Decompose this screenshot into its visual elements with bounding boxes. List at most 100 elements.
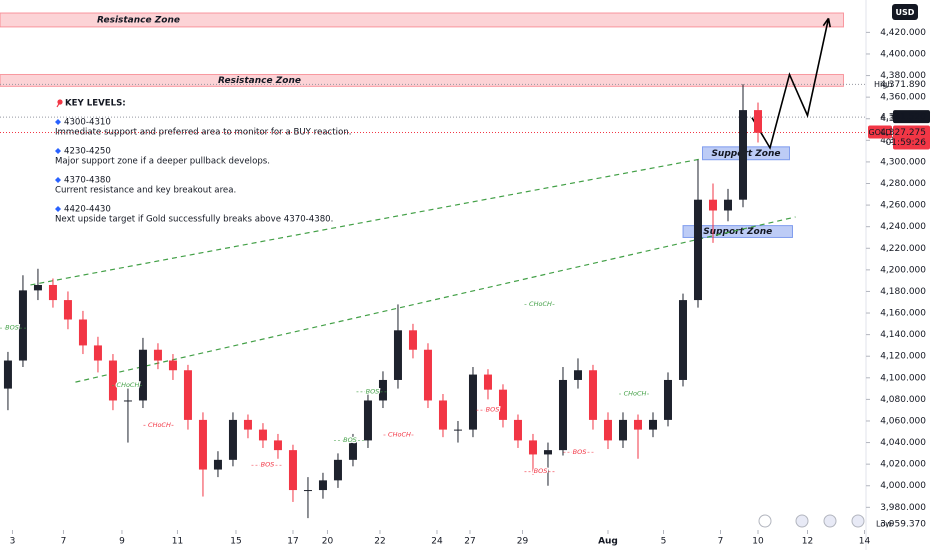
- symbol: GOLD: [868, 128, 891, 137]
- candle-body: [513, 419, 522, 441]
- x-tick-label: 7: [61, 537, 67, 547]
- candle-body: [573, 370, 582, 380]
- candle-body: [348, 440, 357, 460]
- y-tick-label: 4,380.000: [880, 71, 926, 81]
- x-tick-label: 10: [752, 537, 764, 547]
- structure-label: BOS: [261, 461, 275, 469]
- candle-body: [18, 290, 27, 361]
- x-tick-label: 3: [10, 537, 16, 547]
- y-tick-label: 4,160.000: [880, 309, 926, 319]
- price-box: [893, 125, 930, 150]
- candle-body: [108, 360, 117, 401]
- candle-body: [738, 110, 747, 200]
- y-tick-label: 4,400.000: [880, 49, 926, 59]
- last-high-price: 4,341.520: [880, 113, 926, 123]
- candle-body: [453, 429, 462, 431]
- candle-body: [723, 199, 732, 211]
- projection-path: [751, 18, 830, 150]
- structure-label: CHoCH: [117, 381, 140, 389]
- candle-body: [378, 379, 387, 401]
- low-label: Low: [876, 520, 892, 529]
- candle-body: [48, 284, 57, 301]
- key-level-range: 4420-4430: [64, 205, 111, 215]
- key-level-range: 4370-4380: [64, 176, 111, 186]
- zone: [0, 12, 844, 28]
- candle-body: [633, 419, 642, 430]
- key-level-text: Next upside target if Gold successfully …: [55, 215, 333, 225]
- event-icon[interactable]: [851, 514, 865, 528]
- high-price: 4,371.890: [880, 80, 926, 90]
- candle-body: [93, 345, 102, 361]
- zone-label: Resistance Zone: [218, 76, 301, 86]
- candle-body: [423, 349, 432, 401]
- y-tick-label: 4,060.000: [880, 416, 926, 426]
- key-level-text: Current resistance and key breakout area…: [55, 186, 236, 196]
- y-tick-label: 4,200.000: [880, 265, 926, 275]
- zone-label: Support Zone: [703, 227, 772, 237]
- low-price: 3,959.370: [880, 520, 926, 530]
- y-tick-label: 4,120.000: [880, 352, 926, 362]
- y-tick-label: 4,240.000: [880, 222, 926, 232]
- structure-label: CHoCH: [388, 431, 411, 439]
- candle-body: [753, 110, 762, 133]
- diamond-icon: [55, 148, 61, 154]
- candle-body: [198, 419, 207, 470]
- y-tick-label: 4,100.000: [880, 373, 926, 383]
- x-tick-label: 14: [859, 537, 871, 547]
- x-tick-label: 11: [172, 537, 183, 547]
- candle-body: [3, 360, 12, 389]
- candle-body: [303, 490, 312, 492]
- candle-body: [33, 284, 42, 291]
- candle-body: [393, 330, 402, 380]
- candle-body: [333, 459, 342, 481]
- currency-box[interactable]: [892, 4, 918, 20]
- x-tick-label: 7: [718, 537, 724, 547]
- event-icon[interactable]: [758, 514, 772, 528]
- y-tick-label: 4,300.000: [880, 157, 926, 167]
- key-level-text: Immediate support and preferred area to …: [55, 128, 351, 138]
- event-icons: [758, 514, 865, 528]
- x-tick-label: 29: [517, 537, 529, 547]
- candle-body: [273, 440, 282, 451]
- candle-body: [138, 349, 147, 401]
- x-tick-label: 27: [464, 537, 475, 547]
- high-label: High: [874, 80, 892, 89]
- candle-body: [438, 400, 447, 430]
- candle-body: [663, 379, 672, 420]
- y-tick-label: 4,220.000: [880, 244, 926, 254]
- event-icon[interactable]: [823, 514, 837, 528]
- candle-body: [528, 440, 537, 455]
- structure-label: BOS: [366, 387, 380, 395]
- candle-body: [63, 300, 72, 320]
- arrow-head: [822, 17, 831, 28]
- pin-icon: [56, 101, 61, 108]
- structure-label: CHoCH: [529, 300, 552, 308]
- key-levels-title: KEY LEVELS:: [65, 99, 126, 109]
- candle-body: [183, 370, 192, 420]
- diamond-icon: [55, 119, 61, 125]
- last-high-box: [893, 110, 930, 124]
- candle-body: [693, 199, 702, 301]
- x-tick-label: 24: [431, 537, 443, 547]
- candle-body: [228, 419, 237, 460]
- price: 4,327.275: [880, 128, 926, 138]
- x-tick-label: Aug: [598, 537, 618, 547]
- candle-body: [543, 450, 552, 455]
- y-tick-label: 4,020.000: [880, 460, 926, 470]
- candle-body: [648, 419, 657, 430]
- key-level-text: Major support zone if a deeper pullback …: [55, 157, 270, 167]
- x-tick-label: 12: [802, 537, 813, 547]
- candle-body: [123, 400, 132, 402]
- candle-body: [558, 379, 567, 451]
- event-icon[interactable]: [795, 514, 809, 528]
- candle-body: [588, 370, 597, 420]
- candle-body: [618, 419, 627, 441]
- y-tick-label: 4,000.000: [880, 481, 926, 491]
- y-tick-label: 4,260.000: [880, 201, 926, 211]
- diamond-icon: [55, 177, 61, 183]
- structure-label: BOS: [5, 324, 19, 332]
- candle-body: [678, 300, 687, 380]
